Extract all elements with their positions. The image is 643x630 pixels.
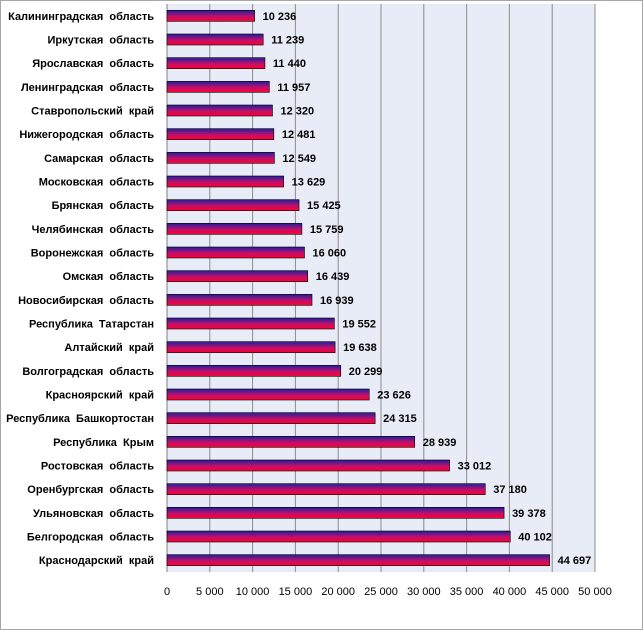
data-label: 12 481 <box>282 129 316 141</box>
data-label: 19 552 <box>342 319 376 331</box>
data-label: 15 425 <box>307 200 341 212</box>
category-label: Ростовская область <box>41 461 154 473</box>
category-label: Ярославская область <box>32 58 154 70</box>
category-label: Алтайский край <box>64 342 154 354</box>
category-label: Калининградская область <box>8 11 154 23</box>
bar <box>166 152 275 164</box>
bar <box>166 246 305 259</box>
bar <box>166 270 309 282</box>
x-tick-label: 40 000 <box>493 586 527 598</box>
category-label: Волгоградская область <box>22 366 154 378</box>
bar <box>166 341 336 353</box>
data-label: 13 629 <box>292 177 326 189</box>
x-tick-label: 45 000 <box>535 586 569 598</box>
data-label: 23 626 <box>377 390 411 402</box>
bar <box>166 412 376 424</box>
data-label: 16 060 <box>312 248 346 260</box>
data-label: 19 638 <box>343 342 377 354</box>
x-tick-label: 15 000 <box>279 586 313 598</box>
data-label: 11 239 <box>271 35 304 47</box>
bar <box>166 530 511 543</box>
data-label: 33 012 <box>458 461 492 473</box>
category-labels: Калининградская область Иркутская область… <box>6 11 154 567</box>
bar <box>166 10 255 22</box>
data-label: 28 939 <box>423 437 457 449</box>
x-tick-label: 30 000 <box>407 586 441 598</box>
category-label: Белгородская область <box>27 532 154 544</box>
category-label: Республика Башкортостан <box>6 413 154 425</box>
category-label: Московская область <box>39 177 155 189</box>
data-label: 15 759 <box>310 224 344 236</box>
category-label: Нижегородская область <box>19 129 154 141</box>
data-label: 12 320 <box>280 106 314 118</box>
category-label: Республика Крым <box>53 437 154 449</box>
category-label: Красноярский край <box>46 390 154 402</box>
category-label: Республика Татарстан <box>29 319 154 331</box>
bar <box>166 317 335 330</box>
bar <box>166 436 416 448</box>
bar <box>166 459 450 472</box>
category-label: Челябинская область <box>32 224 155 236</box>
data-label: 37 180 <box>493 484 527 496</box>
data-label: 16 939 <box>320 295 354 307</box>
data-label: 20 299 <box>349 366 383 378</box>
category-label: Самарская область <box>44 153 154 165</box>
bar <box>166 483 486 495</box>
bar <box>166 507 505 519</box>
bar <box>166 33 264 46</box>
bar <box>166 57 266 69</box>
x-tick-label: 50 000 <box>578 586 612 598</box>
bar <box>166 388 370 401</box>
x-axis-ticks: 0 5 000 10 000 15 000 20 000 25 000 30 000 35 0… <box>164 586 612 598</box>
bar <box>166 365 342 377</box>
data-label: 10 236 <box>263 11 297 23</box>
gridlines <box>209 4 596 572</box>
bars <box>166 10 550 566</box>
value-labels: 10 236 11 239 11 440 11 957 12 320 12 481 12 5… <box>263 11 592 567</box>
category-label: Брянская область <box>52 200 155 212</box>
x-tick-label: 5 000 <box>196 586 224 598</box>
data-label: 24 315 <box>383 413 417 425</box>
category-label: Ленинградская область <box>21 82 154 94</box>
category-label: Оренбургская область <box>27 484 154 496</box>
data-label: 11 957 <box>277 82 310 94</box>
bar <box>166 81 270 93</box>
data-label: 39 378 <box>512 508 546 520</box>
category-label: Воронежская область <box>31 248 154 260</box>
bar <box>166 128 275 140</box>
data-label: 11 440 <box>273 58 306 70</box>
data-label: 12 549 <box>282 153 316 165</box>
category-label: Краснодарский край <box>39 555 154 567</box>
bar <box>166 104 273 117</box>
x-tick-label: 25 000 <box>364 586 398 598</box>
data-label: 44 697 <box>558 555 592 567</box>
category-label: Ульяновская область <box>33 508 154 520</box>
category-label: Новосибирская область <box>18 295 154 307</box>
bar <box>166 554 550 566</box>
category-label: Ставропольский край <box>31 106 154 118</box>
x-tick-label: 10 000 <box>236 586 270 598</box>
data-label: 40 102 <box>518 532 552 544</box>
x-tick-label: 35 000 <box>450 586 484 598</box>
data-label: 16 439 <box>316 271 350 283</box>
bar <box>166 175 284 188</box>
category-label: Иркутская область <box>47 35 154 47</box>
bar <box>166 294 313 306</box>
category-label: Омская область <box>63 271 155 283</box>
x-tick-label: 0 <box>164 586 170 598</box>
x-tick-label: 20 000 <box>321 586 355 598</box>
bar <box>166 199 300 211</box>
bar <box>166 223 303 235</box>
